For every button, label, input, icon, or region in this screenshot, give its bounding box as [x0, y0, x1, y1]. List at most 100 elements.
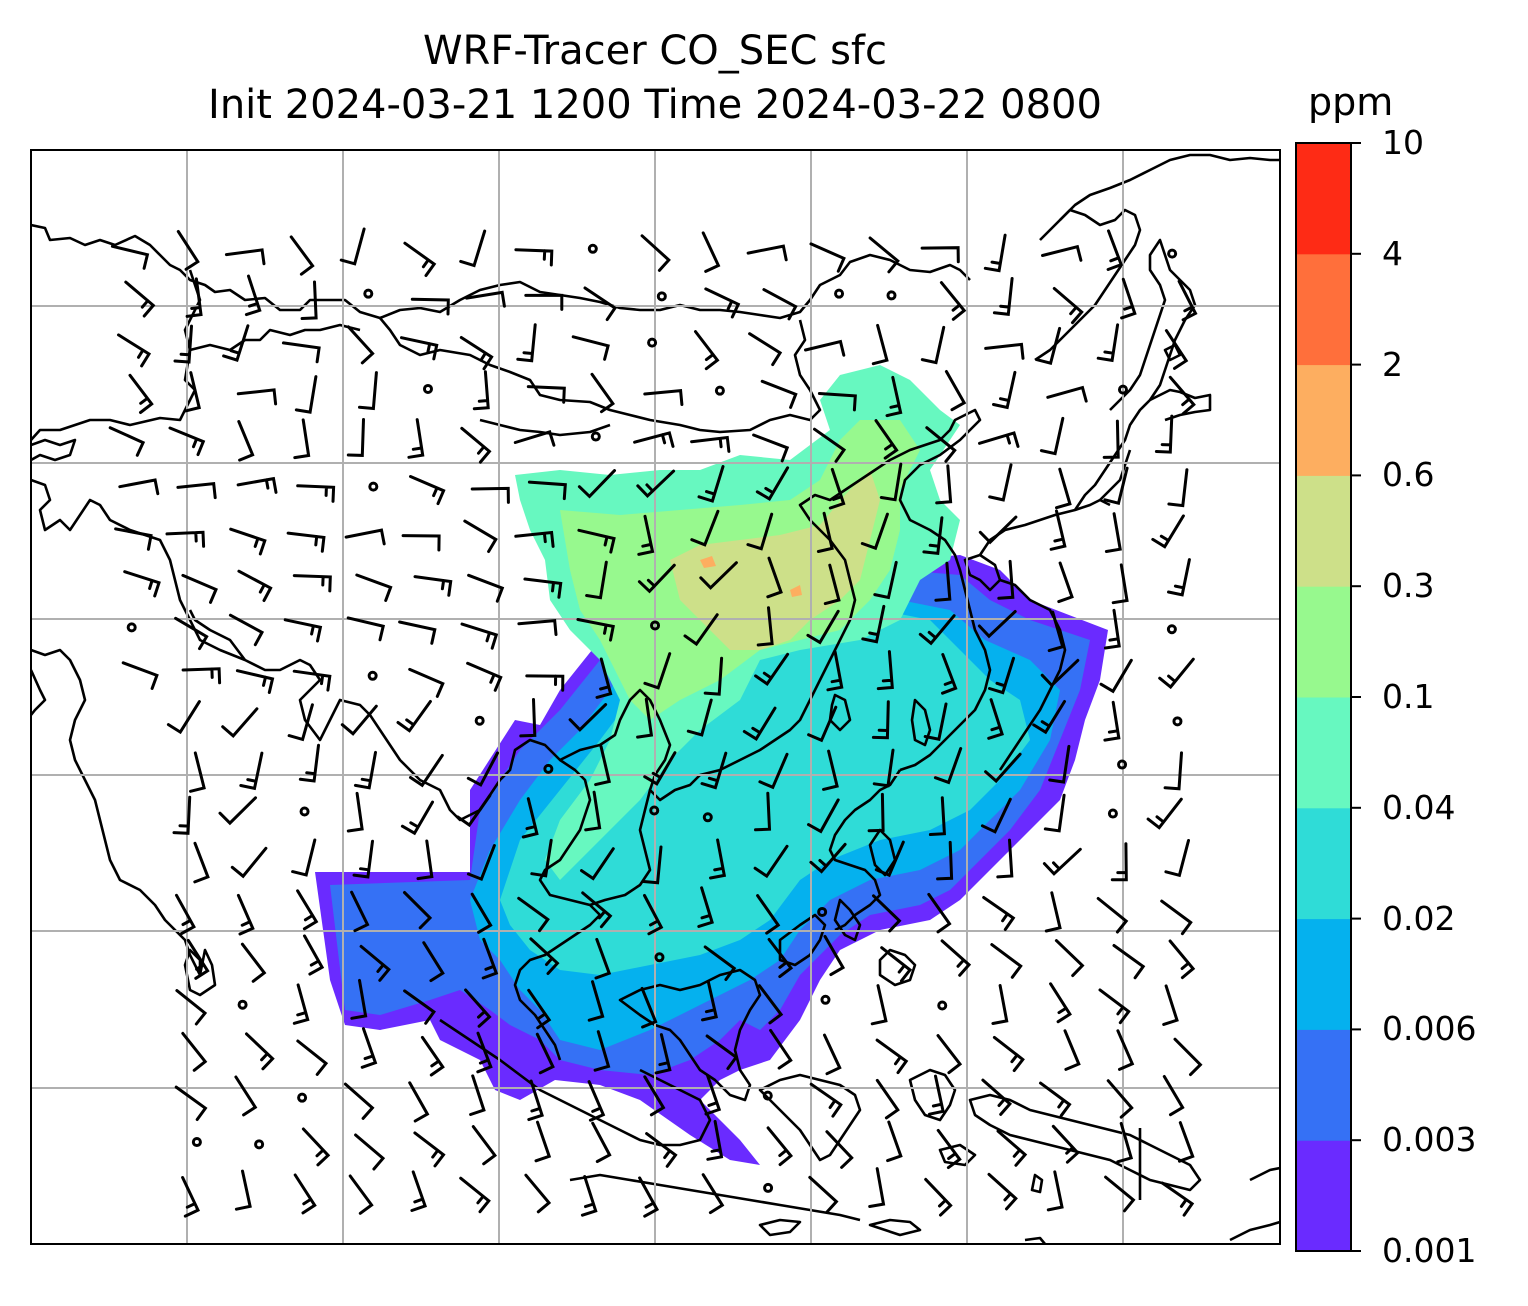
wind-barb	[464, 988, 492, 1028]
wind-barb	[809, 242, 846, 273]
calm-wind-marker	[714, 385, 725, 396]
wind-barb	[643, 751, 677, 786]
calm-wind-marker	[422, 383, 433, 394]
wind-barb	[868, 1167, 886, 1208]
colorbar-tick-label: 0.02	[1382, 898, 1456, 938]
wind-barb	[703, 656, 724, 696]
wind-barb	[872, 894, 902, 933]
wind-barb	[459, 229, 487, 268]
wind-barb	[580, 1175, 598, 1217]
wind-barb	[245, 1032, 275, 1071]
wind-barb	[867, 792, 885, 833]
wind-barb	[1104, 1175, 1136, 1213]
wind-barb	[181, 1031, 208, 1072]
calm-wind-marker	[363, 288, 374, 299]
wind-barb	[690, 435, 731, 453]
wind-barb	[410, 1170, 428, 1212]
wind-barb	[344, 528, 386, 546]
calm-wind-marker	[1117, 384, 1128, 395]
calm-wind-marker	[937, 1000, 948, 1011]
wind-barb	[459, 336, 494, 371]
wind-barb	[823, 1033, 842, 1076]
wind-barb	[175, 989, 208, 1026]
colorbar-tick-label: 0.04	[1382, 787, 1456, 827]
wind-barb	[413, 1131, 446, 1168]
field-band-0.6	[700, 556, 716, 568]
calm-wind-marker	[237, 999, 248, 1010]
colorbar-segment-3	[1296, 807, 1351, 920]
wind-barb	[924, 1177, 953, 1217]
wind-barb	[460, 426, 492, 464]
calm-wind-marker	[1107, 808, 1118, 819]
colorbar-segment-5	[1296, 586, 1351, 698]
wind-barb	[422, 941, 445, 983]
wind-barb	[466, 751, 499, 787]
calm-wind-marker	[702, 812, 713, 823]
concentration-field	[315, 365, 1108, 1165]
wind-barb	[517, 896, 550, 933]
wind-barb	[871, 323, 889, 366]
wind-barb	[981, 1078, 1013, 1116]
wind-barb	[766, 556, 783, 599]
wind-barb	[984, 752, 1022, 784]
wind-barb	[527, 988, 552, 1030]
wind-barb	[472, 370, 490, 411]
wind-barb	[298, 743, 320, 783]
wind-barb	[1057, 561, 1074, 604]
wind-barb	[694, 330, 720, 371]
wind-barb	[697, 886, 714, 928]
wind-barb	[403, 891, 433, 930]
wind-barb	[643, 652, 672, 690]
wind-barb	[360, 1027, 378, 1069]
wind-barb	[292, 983, 310, 1025]
wind-barb	[643, 894, 664, 936]
wind-barb	[222, 324, 250, 362]
wind-barb	[181, 573, 218, 604]
wind-barb	[587, 1080, 606, 1122]
wind-barb	[523, 577, 563, 599]
wind-barb	[697, 465, 725, 503]
colorbar	[1295, 142, 1361, 1252]
wind-barb	[823, 563, 841, 606]
wind-barb	[1168, 939, 1196, 980]
field-band-0.3	[670, 470, 880, 650]
wind-barb	[534, 1120, 552, 1163]
wind-barb	[1110, 842, 1128, 882]
wind-barb	[642, 845, 663, 885]
wind-barb	[1160, 899, 1193, 936]
wind-barb	[521, 797, 539, 839]
wind-barb	[1106, 229, 1124, 271]
calm-wind-marker	[297, 1092, 308, 1103]
wind-barb	[1049, 982, 1072, 1024]
colorbar-tick-label: 0.6	[1382, 455, 1435, 495]
wind-barb	[350, 978, 368, 1020]
wind-barb	[221, 707, 259, 739]
wind-barb	[1168, 375, 1196, 416]
wind-barb	[1043, 793, 1066, 833]
wind-barb	[396, 700, 432, 733]
wind-barb	[296, 889, 319, 931]
wind-barb	[234, 1075, 258, 1117]
wind-barb	[701, 980, 718, 1022]
wind-barb	[400, 800, 434, 836]
calm-wind-marker	[1166, 624, 1177, 635]
wind-barb	[996, 838, 1014, 879]
wind-barb	[754, 652, 790, 686]
colorbar-segment-0	[1296, 1140, 1351, 1252]
calm-wind-marker	[654, 952, 665, 963]
wind-barb	[168, 426, 206, 457]
wind-barb	[577, 528, 616, 554]
wind-barb	[400, 336, 439, 361]
wind-barb	[173, 324, 193, 364]
colorbar-segment-9	[1296, 143, 1351, 255]
wind-barb	[643, 1075, 666, 1117]
wind-barb	[470, 892, 493, 934]
wind-barb	[1051, 1124, 1080, 1164]
wind-barb	[1102, 419, 1120, 459]
wind-barb	[352, 839, 374, 879]
wind-barb	[980, 797, 1012, 834]
wind-barb	[481, 937, 499, 980]
wind-barb	[1106, 1079, 1134, 1119]
wind-barb	[576, 618, 615, 642]
wind-barb	[281, 341, 321, 364]
